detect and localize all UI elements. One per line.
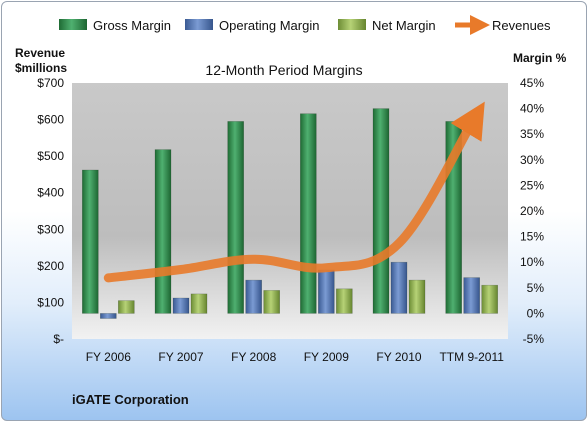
- bar-net-margin-fy-2007: [190, 293, 208, 314]
- bar-gross-margin-fy-2010: [372, 108, 390, 314]
- right-tick-label: 5%: [527, 281, 545, 295]
- category-label-fy-2006: FY 2006: [86, 350, 131, 364]
- left-tick-label: $-: [53, 332, 64, 346]
- legend-label-gross-margin: Gross Margin: [93, 18, 171, 33]
- left-tick-label: $200: [37, 259, 64, 273]
- legend-swatch-net-margin: [338, 19, 366, 30]
- category-labels: FY 2006 FY 2007 FY 2008 FY 2009 FY 2010 TTM 9…: [86, 350, 505, 364]
- revenue-line-group: [103, 101, 485, 283]
- bar-net-margin-fy-2008: [263, 290, 281, 314]
- right-tick-label: 45%: [520, 76, 544, 90]
- bar-gross-margin-fy-2006: [82, 169, 99, 314]
- bar-operating-margin-fy-2010: [390, 261, 408, 314]
- legend-label-revenues: Revenues: [492, 18, 551, 33]
- left-axis-title-line1: Revenue: [15, 46, 65, 60]
- bar-operating-margin-ttm-9-2011: [463, 277, 481, 314]
- category-label-fy-2007: FY 2007: [158, 350, 203, 364]
- right-tick-label: 35%: [520, 127, 544, 141]
- right-tick-label: 20%: [520, 204, 544, 218]
- right-tick-label: 0%: [527, 306, 545, 320]
- bar-operating-margin-fy-2007: [172, 297, 190, 314]
- left-axis-title-line2: $millions: [15, 61, 67, 75]
- bar-net-margin-ttm-9-2011: [481, 284, 499, 314]
- bar-operating-margin-fy-2009: [317, 269, 335, 314]
- legend-swatch-gross-margin: [59, 19, 87, 30]
- right-tick-label: 30%: [520, 153, 544, 167]
- left-tick-label: $700: [37, 76, 64, 90]
- legend-swatch-operating-margin: [185, 19, 213, 30]
- category-label-fy-2008: FY 2008: [231, 350, 276, 364]
- left-tick-label: $400: [37, 186, 64, 200]
- right-tick-label: 25%: [520, 178, 544, 192]
- right-axis-ticks: -5% 0% 5% 10% 15% 20% 25% 30% 35% 40% 45%: [520, 76, 544, 346]
- line-revenues: [103, 101, 485, 283]
- bar-gross-margin-fy-2007: [154, 149, 172, 314]
- bar-gross-margin-fy-2008: [227, 121, 244, 314]
- bar-net-margin-fy-2006: [118, 300, 135, 314]
- right-axis-title: Margin %: [513, 51, 567, 65]
- right-tick-label: -5%: [523, 332, 545, 346]
- category-label-fy-2010: FY 2010: [376, 350, 421, 364]
- left-tick-label: $600: [37, 113, 64, 127]
- bar-net-margin-fy-2009: [335, 288, 353, 314]
- legend-label-operating-margin: Operating Margin: [219, 18, 319, 33]
- chart-title: 12-Month Period Margins: [205, 62, 362, 78]
- bar-operating-margin-fy-2006: [100, 313, 117, 319]
- legend-label-net-margin: Net Margin: [372, 18, 436, 33]
- bar-net-margin-fy-2010: [408, 279, 426, 314]
- right-tick-label: 15%: [520, 230, 544, 244]
- right-tick-label: 40%: [520, 102, 544, 116]
- left-tick-label: $100: [37, 295, 64, 309]
- company-name: iGATE Corporation: [72, 392, 189, 407]
- legend: Gross Margin Operating Margin Net Margin…: [59, 15, 551, 35]
- right-tick-label: 10%: [520, 255, 544, 269]
- category-label-ttm-9-2011: TTM 9-2011: [439, 350, 504, 364]
- left-tick-label: $300: [37, 222, 64, 236]
- left-tick-label: $500: [37, 149, 64, 163]
- left-axis-ticks: $- $100 $200 $300 $400 $500 $600 $700: [37, 76, 64, 346]
- bar-operating-margin-fy-2008: [245, 279, 262, 314]
- bar-gross-margin-fy-2009: [299, 113, 317, 314]
- category-label-fy-2009: FY 2009: [304, 350, 349, 364]
- plot-area: [72, 83, 508, 339]
